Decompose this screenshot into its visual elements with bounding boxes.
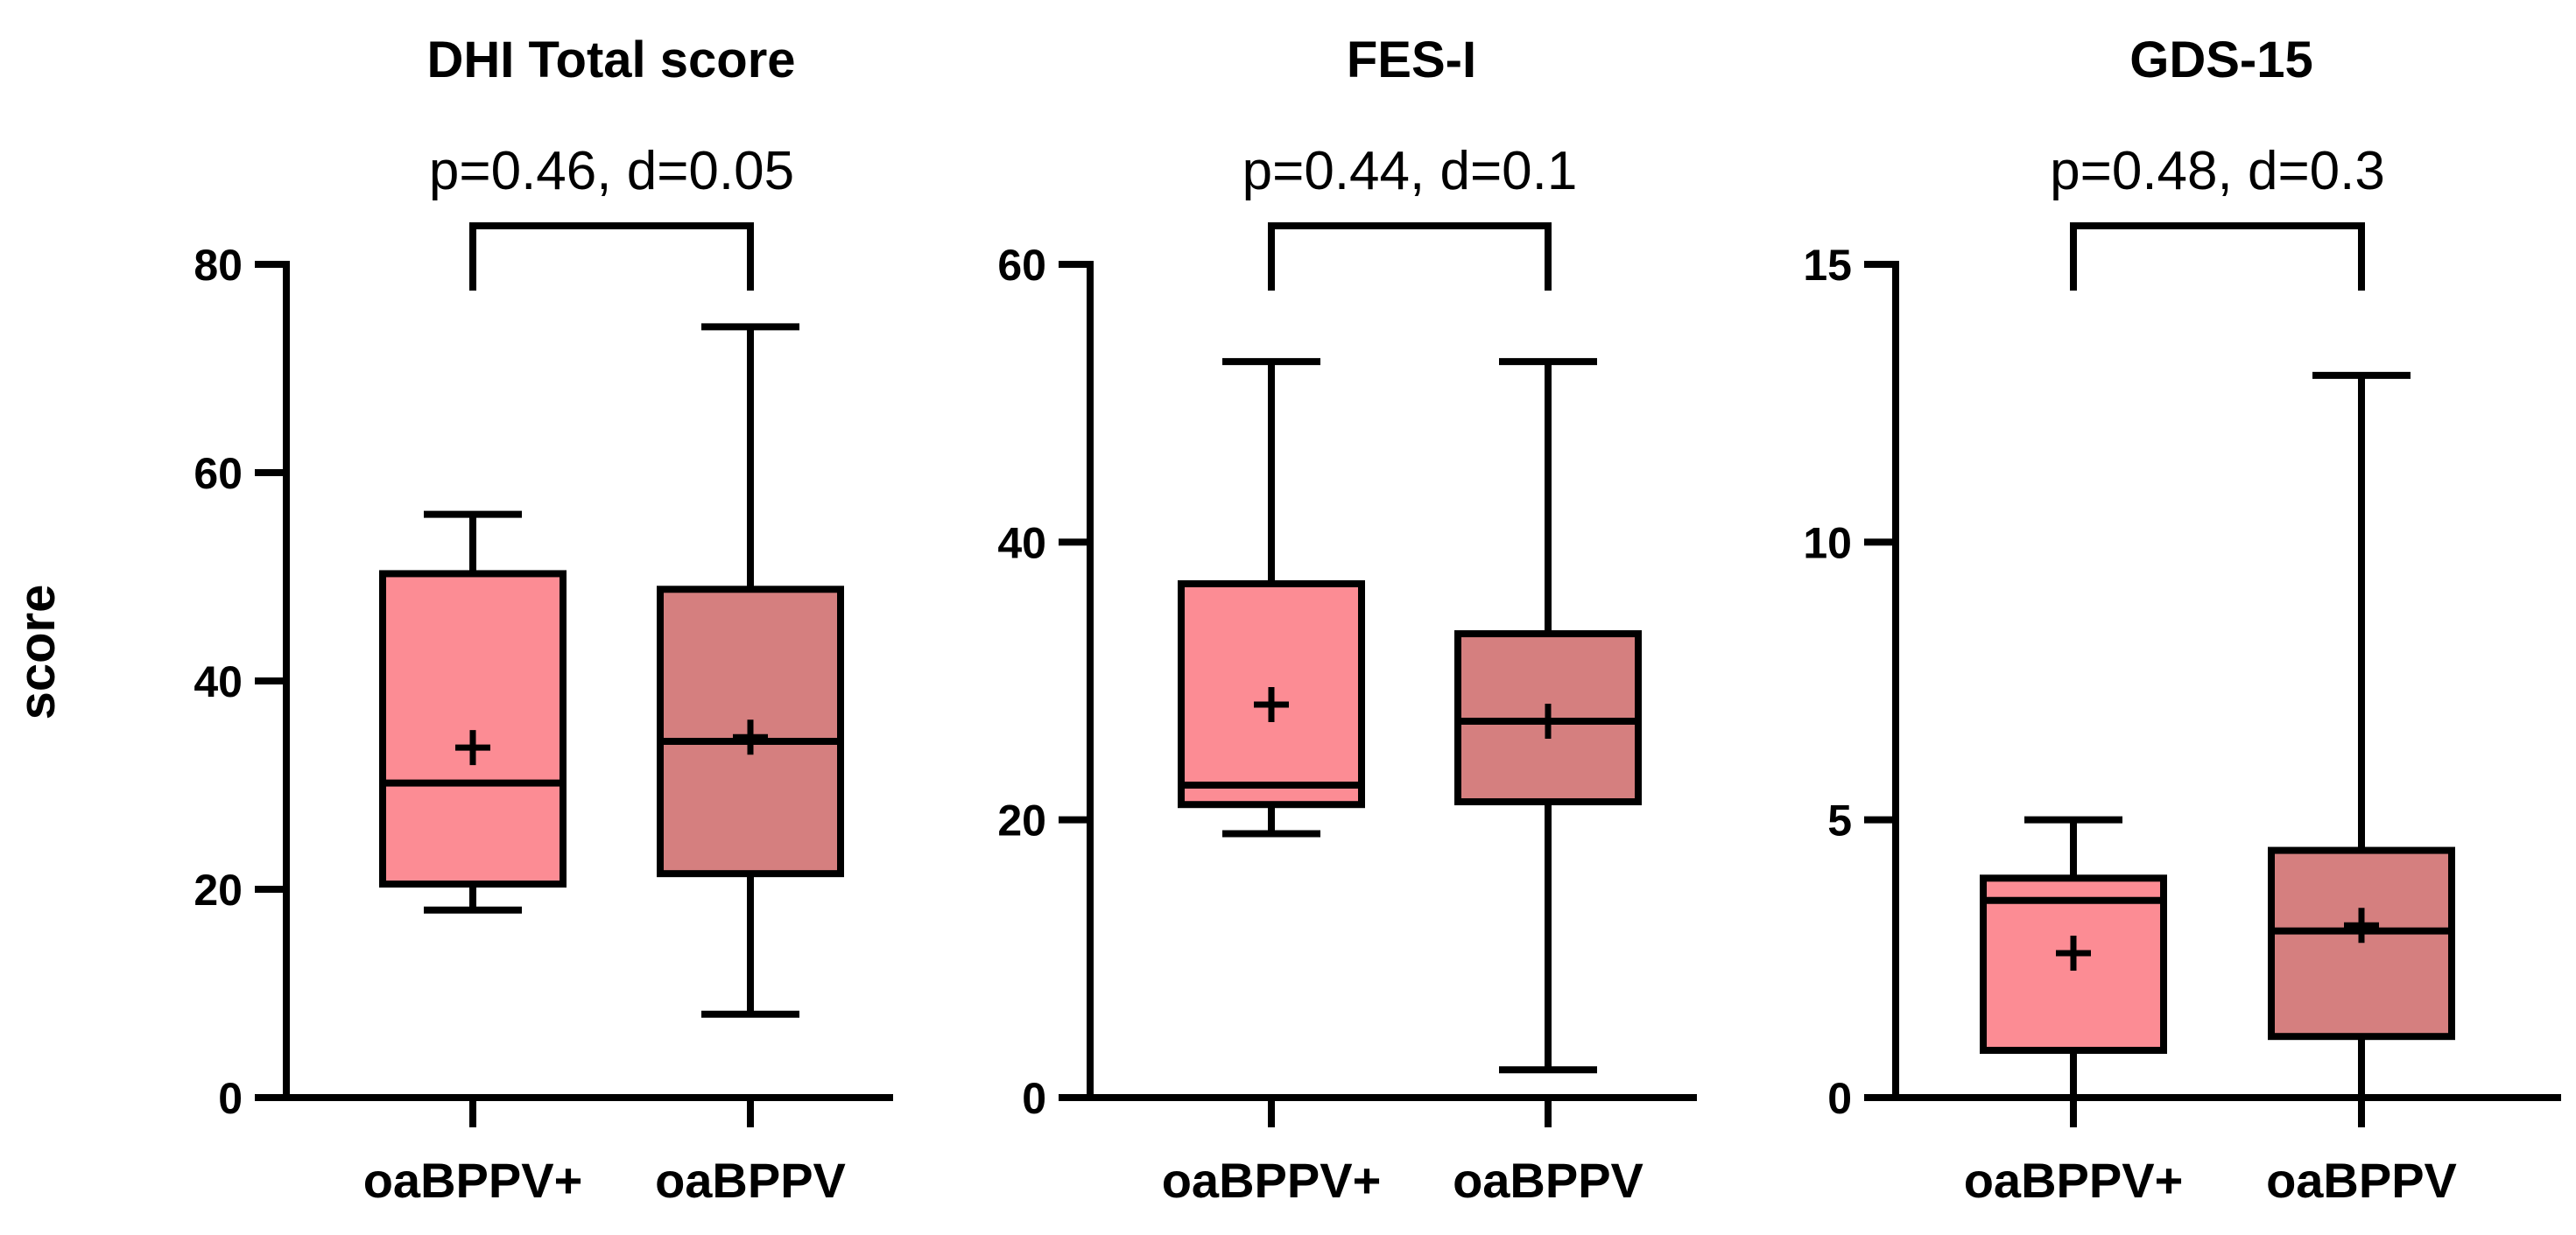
- y-tick-label: 0: [1827, 1074, 1852, 1123]
- chart-panel-3: GDS-15 p=0.48, d=0.3 0 5 10 15 oaBPPV+ oaBPPV: [1803, 32, 2561, 1208]
- box-oabppv: [2268, 371, 2455, 1098]
- chart-title: GDS-15: [2129, 32, 2313, 88]
- significance-annotation: p=0.48, d=0.3: [2050, 141, 2385, 201]
- box-oabppv-plus: [1178, 358, 1365, 838]
- significance-bracket: [469, 222, 754, 291]
- panels-group: DHI Total score p=0.46, d=0.05 0 20 40 60 80 oa…: [194, 32, 2561, 1208]
- y-tick-label: 60: [194, 449, 243, 498]
- y-tick-label: 20: [194, 866, 243, 915]
- y-tick-label: 0: [1022, 1074, 1046, 1123]
- mean-marker: [1254, 686, 1289, 722]
- y-tick-label: 5: [1827, 796, 1852, 846]
- x-category-label: oaBPPV: [2266, 1153, 2457, 1208]
- y-tick-label: 60: [997, 241, 1046, 290]
- significance-annotation: p=0.44, d=0.1: [1242, 141, 1578, 201]
- mean-marker: [1531, 704, 1566, 740]
- box-oabppv: [657, 323, 844, 1018]
- y-tick-label: 15: [1803, 241, 1852, 290]
- mean-marker: [455, 730, 490, 766]
- iqr-box: [2268, 846, 2455, 1041]
- y-tick-label: 0: [218, 1074, 243, 1123]
- x-category-label: oaBPPV+: [1964, 1153, 2184, 1208]
- x-category-label: oaBPPV+: [1162, 1153, 1382, 1208]
- mean-marker: [2056, 935, 2091, 971]
- iqr-box: [379, 570, 567, 888]
- x-category-label: oaBPPV: [655, 1153, 846, 1208]
- chart-title: DHI Total score: [426, 32, 795, 88]
- box-oabppv-plus: [1980, 816, 2167, 1098]
- chart-panel-2: FES-I p=0.44, d=0.1 0 20 40 60 oaBPPV+ oaBPPV: [997, 32, 1697, 1208]
- box-oabppv: [1454, 358, 1642, 1074]
- y-tick-label: 10: [1803, 518, 1852, 567]
- significance-bracket: [2070, 222, 2365, 291]
- significance-bracket: [1268, 222, 1552, 291]
- y-tick-label: 40: [194, 657, 243, 706]
- chart-panel-1: DHI Total score p=0.46, d=0.05 0 20 40 60 80 oa…: [194, 32, 893, 1208]
- x-category-label: oaBPPV+: [363, 1153, 583, 1208]
- y-axis-label: score: [9, 585, 66, 720]
- y-tick-label: 40: [997, 518, 1046, 567]
- box-oabppv-plus: [379, 510, 567, 914]
- iqr-box: [1980, 874, 2167, 1055]
- y-tick-label: 80: [194, 241, 243, 290]
- y-tick-label: 20: [997, 796, 1046, 846]
- mean-marker: [2344, 908, 2379, 944]
- chart-title: FES-I: [1347, 32, 1476, 88]
- significance-annotation: p=0.46, d=0.05: [429, 141, 794, 201]
- mean-marker: [733, 719, 768, 755]
- x-category-label: oaBPPV: [1453, 1153, 1643, 1208]
